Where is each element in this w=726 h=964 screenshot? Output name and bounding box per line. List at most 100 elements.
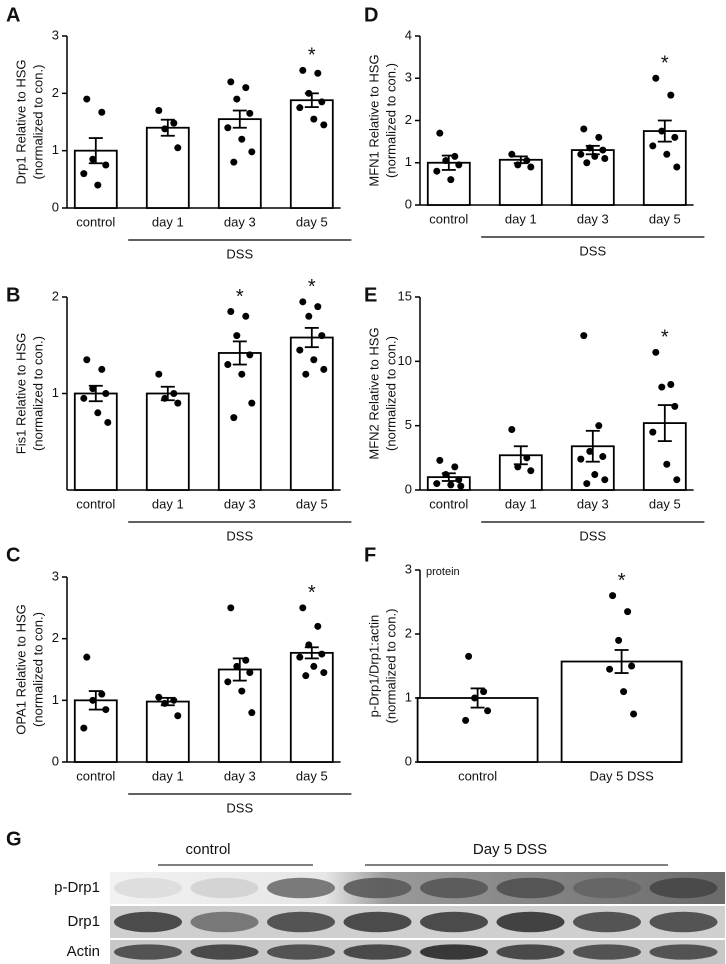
x-tick-label: control	[429, 211, 468, 226]
blot-band	[573, 944, 641, 960]
y-tick-label: 3	[405, 561, 412, 576]
data-point	[233, 95, 241, 103]
data-point	[591, 152, 599, 160]
data-point	[320, 121, 328, 129]
significance: *	[308, 45, 316, 67]
data-point	[83, 356, 91, 364]
x-tick-label: day 3	[577, 211, 609, 226]
bar	[560, 660, 683, 763]
y-axis-label: p-Drp1/Drp1:actin	[366, 615, 381, 718]
data-point	[433, 480, 441, 488]
row-label: Actin	[67, 943, 100, 960]
y-tick-label: 15	[398, 288, 412, 303]
data-point	[508, 150, 516, 158]
data-point	[455, 476, 463, 484]
data-point	[577, 455, 585, 463]
data-point	[624, 608, 632, 616]
data-point	[442, 471, 450, 479]
data-point	[161, 699, 169, 707]
panel-label: F	[364, 544, 376, 566]
data-point	[89, 696, 97, 704]
data-point	[462, 716, 470, 724]
data-point	[238, 370, 246, 378]
bar	[145, 126, 190, 209]
data-point	[457, 482, 465, 490]
y-tick-label: 3	[52, 27, 59, 42]
data-point	[94, 181, 102, 189]
data-point	[451, 463, 459, 471]
data-point	[523, 454, 531, 462]
y-tick-label: 2	[405, 112, 412, 127]
data-point	[299, 66, 307, 74]
data-point	[248, 709, 256, 717]
data-point	[246, 351, 254, 359]
y-tick-label: 3	[52, 568, 59, 583]
data-point	[595, 133, 603, 141]
data-point	[318, 98, 326, 106]
data-point	[615, 636, 623, 644]
data-point	[583, 480, 591, 488]
x-tick-label: day 1	[152, 214, 184, 229]
data-point	[318, 650, 326, 658]
data-point	[514, 463, 522, 471]
y-axis-label: (normalized to con.)	[30, 336, 45, 451]
blot-band	[343, 877, 412, 899]
row-label: Drp1	[67, 913, 100, 930]
data-point	[155, 107, 163, 115]
group-label: Day 5 DSS	[473, 841, 547, 858]
data-point	[102, 161, 110, 169]
x-tick-label: day 1	[152, 496, 184, 511]
data-point	[436, 456, 444, 464]
y-axis-label: Fis1 Relative to HSG	[13, 333, 28, 454]
y-tick-label: 0	[405, 196, 412, 211]
y-tick-label: 0	[52, 753, 59, 768]
data-point	[673, 476, 681, 484]
data-point	[102, 706, 110, 714]
panel-label: G	[6, 828, 22, 850]
blot-band	[496, 911, 565, 933]
data-point	[89, 155, 97, 163]
blot-band	[114, 911, 182, 933]
y-tick-label: 2	[405, 625, 412, 640]
blot-band	[114, 944, 182, 960]
x-tick-label: control	[76, 214, 115, 229]
data-point	[80, 170, 88, 178]
data-point	[580, 332, 588, 340]
data-point	[248, 148, 256, 156]
data-point	[296, 653, 304, 661]
data-point	[606, 665, 614, 673]
data-point	[314, 622, 322, 630]
bar	[145, 700, 190, 763]
data-point	[224, 361, 232, 369]
y-tick-label: 0	[405, 753, 412, 768]
data-point	[580, 125, 588, 133]
row-label: p-Drp1	[54, 879, 100, 896]
group-label: DSS	[579, 243, 606, 258]
data-point	[671, 402, 679, 410]
panel-label: C	[6, 544, 20, 566]
data-point	[601, 155, 609, 163]
data-point	[649, 142, 657, 150]
data-point	[595, 422, 603, 430]
data-point	[447, 481, 455, 489]
data-point	[630, 710, 638, 718]
blot-band	[190, 877, 259, 899]
data-point	[80, 724, 88, 732]
data-point	[480, 688, 488, 696]
data-point	[246, 109, 254, 117]
bar	[217, 118, 262, 209]
x-tick-label: day 1	[505, 211, 537, 226]
data-point	[523, 157, 531, 165]
y-tick-label: 1	[405, 154, 412, 169]
data-point	[305, 312, 313, 320]
data-point	[601, 476, 609, 484]
data-point	[310, 356, 318, 364]
panel-label: E	[364, 284, 377, 306]
group-label: DSS	[226, 800, 253, 815]
data-point	[174, 144, 182, 152]
data-point	[170, 390, 178, 397]
data-point	[451, 152, 459, 160]
blot-band	[267, 911, 335, 933]
x-tick-label: day 5	[649, 211, 681, 226]
